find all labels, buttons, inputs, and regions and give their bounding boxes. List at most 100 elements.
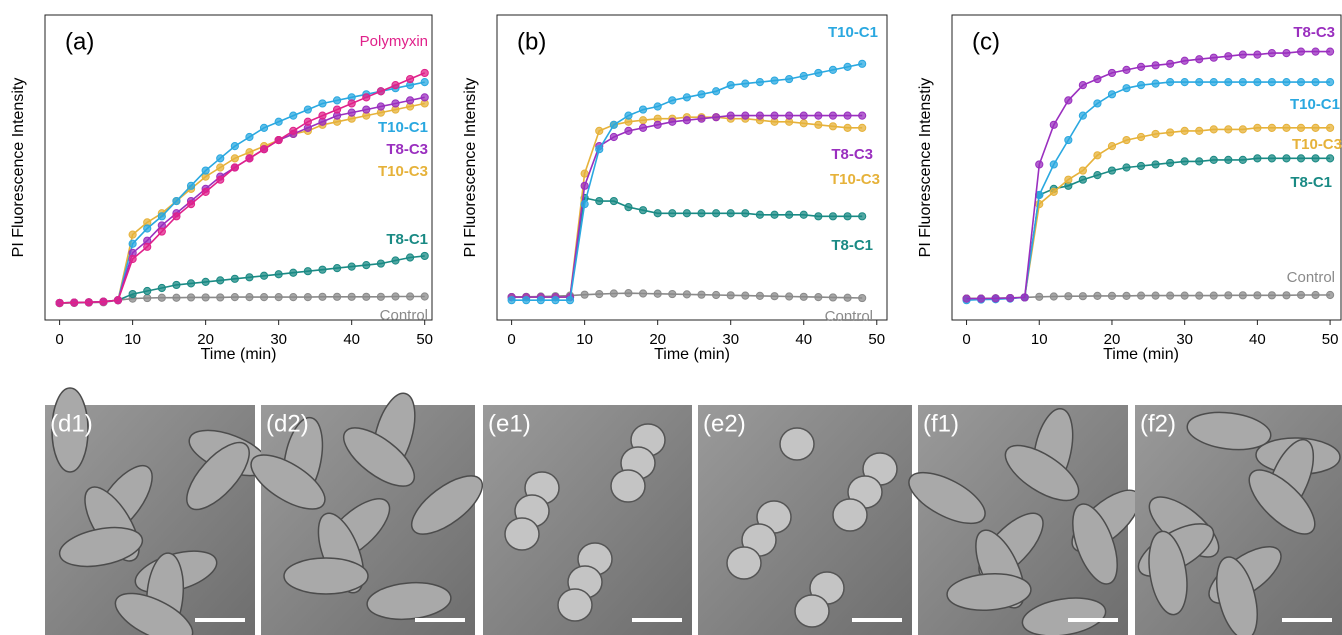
data-point xyxy=(421,94,428,101)
data-point xyxy=(1167,292,1174,299)
y-axis-label: PI Fluorescence Intenstiy xyxy=(917,78,934,258)
data-point xyxy=(698,115,705,122)
data-point xyxy=(800,293,807,300)
data-point xyxy=(1268,292,1275,299)
data-point xyxy=(231,164,238,171)
data-point xyxy=(1094,172,1101,179)
data-point xyxy=(333,97,340,104)
data-point xyxy=(610,121,617,128)
data-point xyxy=(1181,127,1188,134)
data-point xyxy=(202,167,209,174)
x-tick-label: 0 xyxy=(55,331,63,348)
data-point xyxy=(727,292,734,299)
data-point xyxy=(217,294,224,301)
data-point xyxy=(71,299,78,306)
x-tick-label: 10 xyxy=(1031,331,1048,348)
data-point xyxy=(1283,50,1290,57)
x-tick-label: 40 xyxy=(795,331,812,348)
panel-label: (e1) xyxy=(488,410,531,437)
data-point xyxy=(1094,152,1101,159)
data-point xyxy=(275,136,282,143)
data-point xyxy=(669,210,676,217)
data-point xyxy=(1326,48,1333,55)
data-point xyxy=(1108,143,1115,150)
data-point xyxy=(173,197,180,204)
data-point xyxy=(144,225,151,232)
series-label: T10-C1 xyxy=(828,24,878,41)
data-point xyxy=(639,117,646,124)
data-point xyxy=(1007,294,1014,301)
plot-frame xyxy=(952,15,1341,320)
data-point xyxy=(304,106,311,113)
data-point xyxy=(246,274,253,281)
series-label: Polymyxin xyxy=(360,33,428,50)
data-point xyxy=(231,275,238,282)
data-point xyxy=(1239,156,1246,163)
data-point xyxy=(698,210,705,217)
data-point xyxy=(1268,124,1275,131)
data-point xyxy=(1036,161,1043,168)
data-point xyxy=(1297,124,1304,131)
data-point xyxy=(1167,159,1174,166)
data-point xyxy=(100,298,107,305)
data-point xyxy=(231,155,238,162)
data-point xyxy=(158,284,165,291)
data-point xyxy=(1239,126,1246,133)
panel-label: (b) xyxy=(517,28,546,55)
data-point xyxy=(829,213,836,220)
panel-label: (d1) xyxy=(50,410,93,437)
series-label: Control xyxy=(1287,269,1335,286)
data-point xyxy=(523,297,530,304)
series-label: T8-C3 xyxy=(386,141,428,158)
data-point xyxy=(859,294,866,301)
data-point xyxy=(1225,156,1232,163)
data-point xyxy=(727,112,734,119)
data-point xyxy=(129,290,136,297)
data-point xyxy=(144,294,151,301)
data-point xyxy=(829,66,836,73)
series-label: T10-C3 xyxy=(830,171,880,188)
series-label: T10-C3 xyxy=(1292,136,1342,153)
data-point xyxy=(1196,127,1203,134)
data-point xyxy=(406,293,413,300)
data-point xyxy=(815,294,822,301)
data-point xyxy=(1050,188,1057,195)
data-point xyxy=(859,60,866,67)
data-point xyxy=(669,290,676,297)
data-point xyxy=(260,146,267,153)
data-point xyxy=(1050,293,1057,300)
data-point xyxy=(1326,291,1333,298)
data-point xyxy=(304,294,311,301)
data-point xyxy=(786,75,793,82)
data-point xyxy=(844,112,851,119)
data-point xyxy=(771,112,778,119)
panel-label: (a) xyxy=(65,28,94,55)
micrographs: (d1)(d2)(e1)(e2)(f1)(f2) xyxy=(45,388,1342,635)
cell xyxy=(284,558,368,594)
data-point xyxy=(1108,69,1115,76)
data-point xyxy=(1065,176,1072,183)
series-label: T10-C3 xyxy=(378,163,428,180)
data-point xyxy=(581,182,588,189)
data-point xyxy=(1152,80,1159,87)
x-tick-label: 0 xyxy=(962,331,970,348)
data-point xyxy=(377,103,384,110)
data-point xyxy=(421,252,428,259)
data-point xyxy=(742,80,749,87)
data-point xyxy=(1123,164,1130,171)
data-point xyxy=(1196,158,1203,165)
data-point xyxy=(815,69,822,76)
data-point xyxy=(669,97,676,104)
cell xyxy=(727,547,761,579)
data-point xyxy=(610,290,617,297)
data-point xyxy=(829,294,836,301)
data-point xyxy=(742,112,749,119)
series-label: T8-C1 xyxy=(831,237,873,254)
data-point xyxy=(275,118,282,125)
data-point xyxy=(1297,291,1304,298)
data-point xyxy=(1079,112,1086,119)
series-line xyxy=(512,116,863,298)
series-line xyxy=(967,82,1331,300)
data-point xyxy=(1225,126,1232,133)
data-point xyxy=(654,210,661,217)
